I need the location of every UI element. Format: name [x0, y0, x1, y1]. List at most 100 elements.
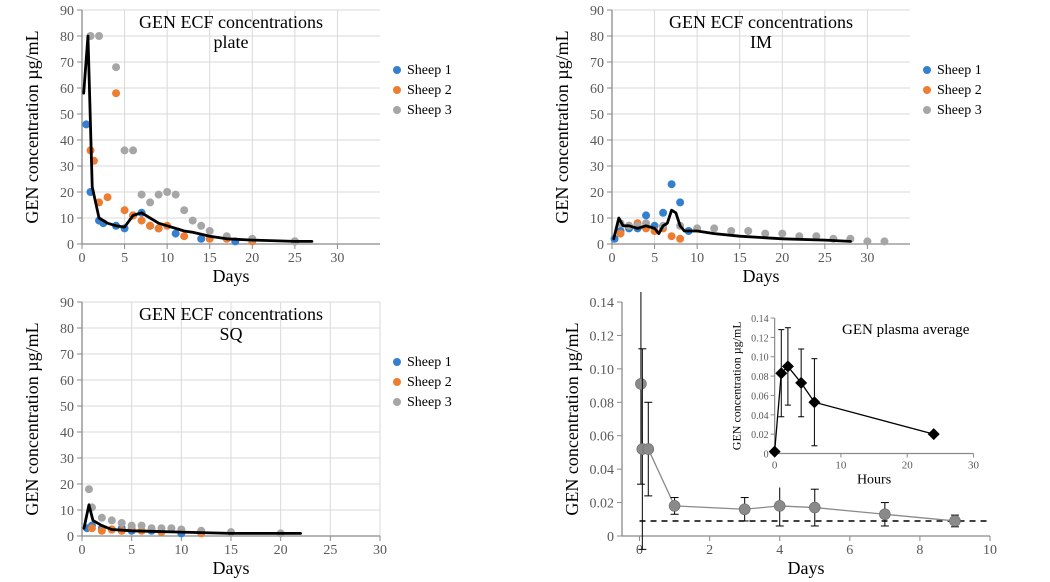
svg-text:40: 40	[60, 426, 74, 441]
svg-text:GEN concentration µg/mL: GEN concentration µg/mL	[22, 30, 42, 223]
figure: 0510152025300102030405060708090DaysGEN c…	[0, 0, 1050, 582]
svg-text:Days: Days	[788, 558, 825, 578]
svg-text:60: 60	[60, 82, 74, 97]
svg-text:25: 25	[323, 543, 337, 558]
svg-text:0: 0	[597, 238, 604, 253]
svg-text:80: 80	[590, 30, 604, 45]
svg-text:IM: IM	[750, 32, 772, 52]
svg-text:40: 40	[590, 134, 604, 149]
svg-text:0.10: 0.10	[590, 363, 615, 378]
svg-text:0.14: 0.14	[751, 314, 769, 325]
svg-text:0: 0	[79, 543, 86, 558]
svg-text:plate: plate	[214, 32, 249, 52]
svg-text:5: 5	[121, 251, 128, 266]
svg-text:0.04: 0.04	[751, 411, 769, 422]
svg-text:0.10: 0.10	[751, 353, 769, 364]
svg-text:4: 4	[776, 543, 783, 558]
svg-text:40: 40	[60, 134, 74, 149]
svg-text:30: 30	[373, 543, 387, 558]
svg-text:Sheep 2: Sheep 2	[407, 83, 452, 98]
svg-text:0: 0	[67, 238, 74, 253]
svg-text:GEN concentration µg/mL: GEN concentration µg/mL	[22, 322, 42, 515]
svg-text:Sheep 3: Sheep 3	[937, 103, 982, 118]
svg-text:10: 10	[835, 460, 847, 472]
panel-plasma: 024681000.020.040.060.080.100.120.14Days…	[540, 292, 1010, 582]
svg-text:50: 50	[60, 400, 74, 415]
svg-text:GEN concentration µg/mL: GEN concentration µg/mL	[562, 322, 582, 515]
svg-text:GEN concentration µg/mL: GEN concentration µg/mL	[552, 30, 572, 223]
svg-text:GEN ECF concentrations: GEN ECF concentrations	[139, 12, 323, 32]
svg-text:5: 5	[128, 543, 135, 558]
svg-text:GEN concentration µg/mL: GEN concentration µg/mL	[730, 321, 744, 450]
svg-text:0.12: 0.12	[590, 329, 615, 344]
svg-text:30: 30	[330, 251, 344, 266]
svg-text:10: 10	[690, 251, 704, 266]
panel-sq: 0510152025300102030405060708090DaysGEN c…	[10, 292, 470, 582]
svg-text:6: 6	[846, 543, 853, 558]
svg-text:0.14: 0.14	[590, 296, 615, 311]
svg-text:Sheep 1: Sheep 1	[407, 63, 452, 78]
svg-text:10: 10	[174, 543, 188, 558]
svg-text:60: 60	[590, 82, 604, 97]
svg-text:30: 30	[590, 160, 604, 175]
svg-text:Days: Days	[213, 266, 250, 286]
svg-text:50: 50	[590, 108, 604, 123]
svg-text:70: 70	[60, 348, 74, 363]
svg-text:50: 50	[60, 108, 74, 123]
svg-text:60: 60	[60, 374, 74, 389]
svg-text:0.08: 0.08	[590, 396, 615, 411]
svg-text:SQ: SQ	[219, 324, 242, 344]
svg-text:20: 20	[245, 251, 259, 266]
svg-text:0.08: 0.08	[751, 372, 769, 383]
svg-text:0: 0	[772, 460, 778, 472]
svg-text:0: 0	[67, 530, 74, 545]
svg-text:0.06: 0.06	[751, 391, 769, 402]
svg-text:GEN ECF concentrations: GEN ECF concentrations	[139, 304, 323, 324]
svg-text:0.12: 0.12	[751, 333, 769, 344]
svg-text:90: 90	[590, 4, 604, 19]
svg-text:2: 2	[706, 543, 713, 558]
svg-text:30: 30	[860, 251, 874, 266]
svg-text:0: 0	[79, 251, 86, 266]
svg-text:70: 70	[590, 56, 604, 71]
svg-text:90: 90	[60, 4, 74, 19]
panel-im: 0510152025300102030405060708090DaysGEN c…	[540, 0, 1000, 290]
panel-plate: 0510152025300102030405060708090DaysGEN c…	[10, 0, 470, 290]
svg-text:10: 10	[160, 251, 174, 266]
svg-text:10: 10	[590, 212, 604, 227]
svg-text:Hours: Hours	[857, 473, 891, 488]
svg-text:0.02: 0.02	[751, 430, 769, 441]
svg-text:Days: Days	[213, 558, 250, 578]
svg-text:Sheep 3: Sheep 3	[407, 103, 452, 118]
svg-text:25: 25	[288, 251, 302, 266]
svg-text:Sheep 2: Sheep 2	[407, 375, 452, 390]
svg-text:0: 0	[607, 530, 614, 545]
svg-text:Sheep 1: Sheep 1	[937, 63, 982, 78]
svg-text:Sheep 3: Sheep 3	[407, 395, 452, 410]
svg-text:80: 80	[60, 30, 74, 45]
svg-text:30: 30	[968, 460, 980, 472]
svg-text:80: 80	[60, 322, 74, 337]
svg-text:10: 10	[60, 212, 74, 227]
svg-text:30: 30	[60, 452, 74, 467]
svg-text:90: 90	[60, 296, 74, 311]
svg-text:15: 15	[733, 251, 747, 266]
svg-text:25: 25	[818, 251, 832, 266]
svg-text:0.04: 0.04	[590, 463, 615, 478]
svg-text:Days: Days	[743, 266, 780, 286]
svg-text:70: 70	[60, 56, 74, 71]
svg-text:20: 20	[590, 186, 604, 201]
svg-text:10: 10	[60, 504, 74, 519]
svg-text:20: 20	[775, 251, 789, 266]
svg-text:0: 0	[764, 450, 769, 461]
svg-text:20: 20	[60, 186, 74, 201]
svg-text:15: 15	[224, 543, 238, 558]
svg-text:15: 15	[203, 251, 217, 266]
svg-text:10: 10	[983, 543, 997, 558]
svg-text:20: 20	[902, 460, 914, 472]
svg-text:20: 20	[60, 478, 74, 493]
svg-text:GEN ECF concentrations: GEN ECF concentrations	[669, 12, 853, 32]
svg-text:5: 5	[651, 251, 658, 266]
svg-text:0.02: 0.02	[590, 497, 615, 512]
svg-text:Sheep 2: Sheep 2	[937, 83, 982, 98]
